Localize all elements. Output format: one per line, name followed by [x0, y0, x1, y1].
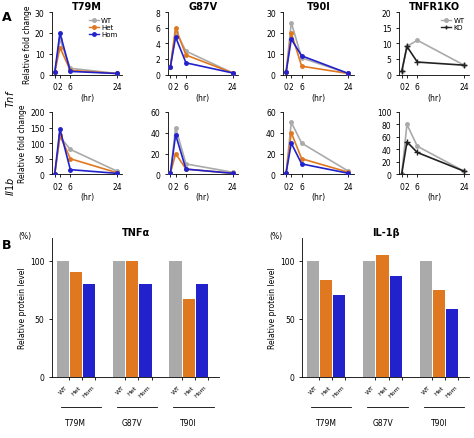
Bar	[126, 261, 138, 377]
Text: $\it{Tnf}$: $\it{Tnf}$	[4, 89, 17, 108]
X-axis label: (hr): (hr)	[80, 93, 94, 102]
X-axis label: (hr): (hr)	[196, 193, 210, 202]
Title: T79M: T79M	[72, 2, 102, 12]
Bar	[446, 310, 458, 377]
Bar	[376, 255, 389, 377]
Title: TNFR1KO: TNFR1KO	[409, 2, 460, 12]
X-axis label: (hr): (hr)	[80, 193, 94, 202]
Bar	[433, 290, 445, 377]
Title: IL-1β: IL-1β	[372, 227, 400, 237]
Text: $\it{Il1b}$: $\it{Il1b}$	[4, 177, 17, 196]
Bar	[56, 261, 69, 377]
Text: T90I: T90I	[180, 418, 197, 427]
Bar	[182, 299, 195, 377]
Bar	[390, 276, 402, 377]
Title: T90I: T90I	[307, 2, 330, 12]
Y-axis label: Relative fold change: Relative fold change	[18, 105, 27, 183]
Bar	[363, 261, 375, 377]
Bar	[307, 261, 319, 377]
X-axis label: (hr): (hr)	[427, 93, 441, 102]
X-axis label: (hr): (hr)	[427, 193, 441, 202]
Bar	[113, 261, 125, 377]
Y-axis label: Relative protein level: Relative protein level	[268, 267, 277, 348]
Y-axis label: Relative protein level: Relative protein level	[18, 267, 27, 348]
Text: T79M: T79M	[316, 418, 337, 427]
Y-axis label: Relative fold change: Relative fold change	[23, 5, 32, 83]
Bar	[419, 261, 432, 377]
Text: T90I: T90I	[430, 418, 447, 427]
Text: G87V: G87V	[372, 418, 393, 427]
X-axis label: (hr): (hr)	[311, 93, 326, 102]
Text: B: B	[2, 239, 12, 252]
Bar	[169, 261, 182, 377]
Legend: WT, Het, Hom: WT, Het, Hom	[87, 17, 119, 39]
Title: TNFα: TNFα	[121, 227, 150, 237]
Legend: WT, KO: WT, KO	[439, 17, 466, 32]
X-axis label: (hr): (hr)	[311, 193, 326, 202]
Text: A: A	[2, 11, 12, 24]
Text: (%): (%)	[269, 231, 282, 240]
Bar	[320, 281, 332, 377]
Title: G87V: G87V	[188, 2, 218, 12]
Text: (%): (%)	[19, 231, 32, 240]
Bar	[196, 284, 208, 377]
Text: G87V: G87V	[122, 418, 143, 427]
Bar	[139, 284, 152, 377]
Bar	[83, 284, 95, 377]
Bar	[70, 273, 82, 377]
X-axis label: (hr): (hr)	[196, 93, 210, 102]
Bar	[333, 296, 346, 377]
Text: T79M: T79M	[65, 418, 86, 427]
